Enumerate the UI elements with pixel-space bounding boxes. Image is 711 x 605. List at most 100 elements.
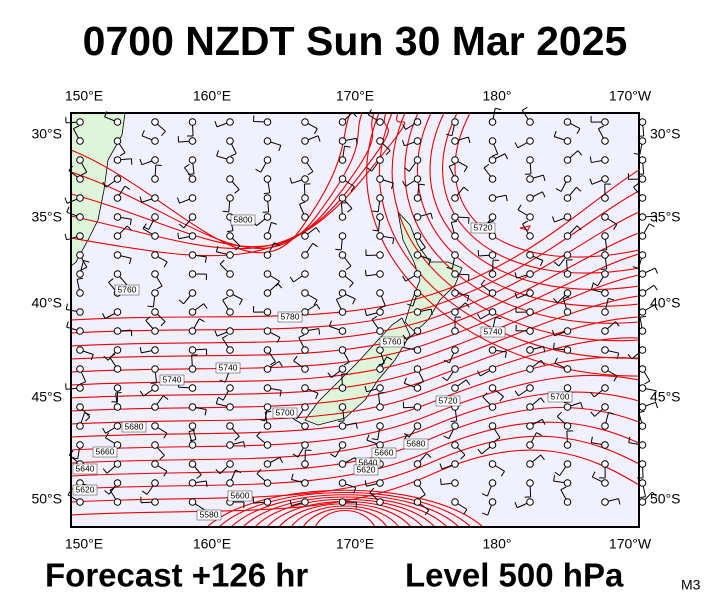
- barb-station: [77, 442, 84, 449]
- barb-station: [152, 442, 159, 449]
- barb-station: [639, 138, 646, 145]
- barb-station: [564, 157, 571, 164]
- barb-station: [339, 404, 346, 411]
- barb-station: [452, 233, 459, 240]
- barb-station: [527, 461, 534, 468]
- barb-station: [602, 499, 609, 506]
- lat-label-left: 35°S: [31, 209, 62, 225]
- barb-station: [152, 404, 159, 411]
- barb-station: [414, 423, 421, 430]
- barb-station: [527, 499, 534, 506]
- barb-station: [77, 157, 84, 164]
- barb-station: [564, 119, 571, 126]
- barb-station: [114, 271, 121, 278]
- barb-station: [452, 176, 459, 183]
- barb-station: [189, 195, 196, 202]
- barb-flag: [116, 392, 122, 393]
- barb-station: [414, 138, 421, 145]
- barb-station: [414, 195, 421, 202]
- barb-station: [264, 499, 271, 506]
- barb-station: [77, 347, 84, 354]
- barb-station: [377, 195, 384, 202]
- barb-station: [227, 423, 234, 430]
- barb-station: [114, 423, 121, 430]
- barb-station: [377, 404, 384, 411]
- barb-station: [639, 366, 646, 373]
- barb-station: [227, 461, 234, 468]
- barb-station: [414, 461, 421, 468]
- barb-station: [377, 328, 384, 335]
- barb-station: [302, 404, 309, 411]
- barb-station: [452, 290, 459, 297]
- barb-station: [527, 480, 534, 487]
- barb-station: [414, 347, 421, 354]
- barb-flag: [654, 285, 657, 290]
- barb-station: [302, 480, 309, 487]
- barb-station: [77, 366, 84, 373]
- barb-station: [489, 423, 496, 430]
- barb-station: [564, 480, 571, 487]
- barb-station: [414, 385, 421, 392]
- barb-station: [602, 480, 609, 487]
- barb-station: [77, 252, 84, 259]
- barb-station: [189, 214, 196, 221]
- barb-station: [639, 347, 646, 354]
- barb-station: [602, 119, 609, 126]
- barb-station: [264, 252, 271, 259]
- barb-station: [227, 176, 234, 183]
- barb-station: [489, 385, 496, 392]
- barb-flag: [640, 316, 646, 317]
- barb-station: [227, 271, 234, 278]
- barb-station: [189, 309, 196, 316]
- barb-station: [227, 252, 234, 259]
- barb-station: [452, 195, 459, 202]
- barb-station: [189, 290, 196, 297]
- barb-station: [489, 442, 496, 449]
- barb-station: [302, 461, 309, 468]
- contour-label: 5740: [163, 374, 182, 384]
- barb-station: [489, 138, 496, 145]
- barb-station: [527, 366, 534, 373]
- barb-station: [114, 233, 121, 240]
- barb-station: [377, 214, 384, 221]
- barb-station: [639, 195, 646, 202]
- barb-station: [489, 233, 496, 240]
- contour-label: 5760: [383, 336, 402, 346]
- barb-station: [639, 271, 646, 278]
- barb-station: [414, 290, 421, 297]
- barb-station: [527, 442, 534, 449]
- barb-station: [302, 290, 309, 297]
- barb-station: [489, 271, 496, 278]
- barb-station: [302, 119, 309, 126]
- barb-station: [564, 233, 571, 240]
- barb-station: [114, 385, 121, 392]
- barb-station: [339, 176, 346, 183]
- barb-station: [452, 385, 459, 392]
- barb-station: [339, 214, 346, 221]
- barb-station: [489, 404, 496, 411]
- title: 0700 NZDT Sun 30 Mar 2025: [83, 18, 628, 64]
- barb-station: [639, 290, 646, 297]
- barb-station: [414, 252, 421, 259]
- barb-station: [189, 385, 196, 392]
- barb-station: [639, 480, 646, 487]
- barb-station: [227, 119, 234, 126]
- model-label: M3: [681, 577, 701, 593]
- barb-station: [489, 290, 496, 297]
- barb-station: [189, 119, 196, 126]
- barb-station: [264, 309, 271, 316]
- barb-station: [639, 176, 646, 183]
- barb-station: [114, 176, 121, 183]
- barb-station: [227, 480, 234, 487]
- barb-station: [264, 271, 271, 278]
- barb-station: [639, 499, 646, 506]
- barb-station: [264, 480, 271, 487]
- barb-flag: [65, 198, 67, 204]
- lon-label-top: 170°E: [336, 88, 374, 104]
- contour-label: 5680: [125, 421, 144, 431]
- barb-station: [339, 157, 346, 164]
- barb-station: [639, 252, 646, 259]
- barb-station: [414, 214, 421, 221]
- barb-station: [189, 499, 196, 506]
